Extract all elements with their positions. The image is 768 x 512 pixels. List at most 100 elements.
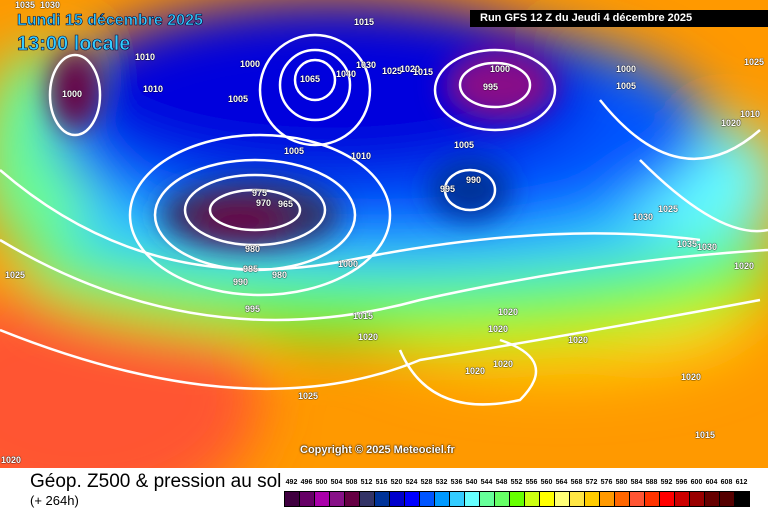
isobar-label: 1020 bbox=[734, 261, 755, 271]
isobar-label: 1005 bbox=[454, 140, 475, 150]
isobar-label: 1025 bbox=[382, 66, 403, 76]
isobar-label: 1035 bbox=[15, 0, 36, 10]
legend-swatch bbox=[689, 491, 705, 507]
legend-swatch bbox=[629, 491, 645, 507]
legend-swatch bbox=[704, 491, 720, 507]
legend-value: 496 bbox=[300, 479, 313, 486]
legend-value: 548 bbox=[495, 479, 508, 486]
legend-swatch bbox=[674, 491, 690, 507]
legend-value: 608 bbox=[720, 479, 733, 486]
legend-swatch bbox=[464, 491, 480, 507]
isobar-label: 1020 bbox=[465, 366, 486, 376]
legend-swatch bbox=[569, 491, 585, 507]
legend-swatch bbox=[284, 491, 300, 507]
legend-swatch bbox=[719, 491, 735, 507]
legend-swatch bbox=[374, 491, 390, 507]
legend-value: 604 bbox=[705, 479, 718, 486]
legend-swatch bbox=[539, 491, 555, 507]
legend-value: 596 bbox=[675, 479, 688, 486]
isobar-label: 1000 bbox=[338, 259, 359, 269]
legend-value: 532 bbox=[435, 479, 448, 486]
legend-value: 580 bbox=[615, 479, 628, 486]
isobar-label: 1020 bbox=[1, 455, 22, 465]
isobar-label: 1015 bbox=[354, 17, 375, 27]
legend-value: 600 bbox=[690, 479, 703, 486]
isobar-label: 1030 bbox=[633, 212, 654, 222]
isobar-label: 1005 bbox=[228, 94, 249, 104]
isobar-label: 1000 bbox=[62, 89, 83, 99]
isobar-label: 995 bbox=[440, 184, 456, 194]
legend-value: 516 bbox=[375, 479, 388, 486]
isobar-label: 1010 bbox=[143, 84, 164, 94]
isobar-label: 1065 bbox=[300, 74, 321, 84]
legend-swatch bbox=[479, 491, 495, 507]
isobar-label: 1015 bbox=[413, 67, 434, 77]
legend-value: 536 bbox=[450, 479, 463, 486]
isobar-label: 1015 bbox=[353, 311, 374, 321]
isobar-label: 1005 bbox=[616, 81, 637, 91]
legend-value: 512 bbox=[360, 479, 373, 486]
isobar-label: 1030 bbox=[697, 242, 718, 252]
isobar-label: 1010 bbox=[135, 52, 156, 62]
legend-value: 568 bbox=[570, 479, 583, 486]
weather-map: Lundi 15 décembre 2025 13:00 locale Run … bbox=[0, 0, 768, 468]
isobar-label: 1020 bbox=[358, 332, 379, 342]
isobar-label: 1040 bbox=[336, 69, 357, 79]
isobar-label: 1000 bbox=[490, 64, 511, 74]
legend-swatch bbox=[434, 491, 450, 507]
legend-value: 572 bbox=[585, 479, 598, 486]
legend-swatch bbox=[404, 491, 420, 507]
isobar-label: 1000 bbox=[240, 59, 261, 69]
isobar-label: 1000 bbox=[616, 64, 637, 74]
legend-swatch bbox=[584, 491, 600, 507]
run-info: Run GFS 12 Z du Jeudi 4 décembre 2025 bbox=[470, 10, 768, 27]
legend-value: 500 bbox=[315, 479, 328, 486]
isobar-label: 980 bbox=[272, 270, 288, 280]
legend-value: 584 bbox=[630, 479, 643, 486]
legend-swatch bbox=[419, 491, 435, 507]
legend-value: 524 bbox=[405, 479, 418, 486]
copyright: Copyright © 2025 Meteociel.fr bbox=[300, 444, 455, 456]
isobar-label: 1025 bbox=[744, 57, 765, 67]
forecast-time: 13:00 locale bbox=[17, 33, 131, 56]
isobar-label: 1025 bbox=[5, 270, 26, 280]
isobar-label: 985 bbox=[243, 264, 259, 274]
legend-swatch bbox=[344, 491, 360, 507]
isobars bbox=[0, 33, 768, 406]
isobar-label: 1020 bbox=[400, 64, 421, 74]
isobar-label: 990 bbox=[233, 277, 249, 287]
legend-value: 520 bbox=[390, 479, 403, 486]
isobar-label: 1020 bbox=[681, 372, 702, 382]
isobar-label: 1030 bbox=[40, 0, 61, 10]
legend-value: 556 bbox=[525, 479, 538, 486]
isobar-label: 1035 bbox=[677, 239, 698, 249]
legend-swatch bbox=[524, 491, 540, 507]
legend-swatch bbox=[509, 491, 525, 507]
legend-swatch bbox=[614, 491, 630, 507]
legend-swatch bbox=[329, 491, 345, 507]
isobar-label: 1030 bbox=[356, 60, 377, 70]
isobar-label: 1010 bbox=[351, 151, 372, 161]
legend-value: 508 bbox=[345, 479, 358, 486]
legend-swatch bbox=[359, 491, 375, 507]
legend-swatch bbox=[494, 491, 510, 507]
isobar-label: 1025 bbox=[658, 204, 679, 214]
legend-value: 528 bbox=[420, 479, 433, 486]
legend-value: 564 bbox=[555, 479, 568, 486]
legend-value: 504 bbox=[330, 479, 343, 486]
isobar-label: 980 bbox=[245, 244, 261, 254]
map-title: Géop. Z500 & pression au sol bbox=[30, 471, 282, 492]
isobar-label: 995 bbox=[483, 82, 499, 92]
legend-swatch bbox=[449, 491, 465, 507]
legend-swatch bbox=[734, 491, 750, 507]
isobar-label: 1020 bbox=[493, 359, 514, 369]
isobar-label: 1005 bbox=[284, 146, 305, 156]
isobar-label: 995 bbox=[245, 304, 261, 314]
isobar-label: 965 bbox=[278, 199, 294, 209]
isobar-label: 1020 bbox=[498, 307, 519, 317]
legend-swatch bbox=[389, 491, 405, 507]
isobar-label: 1020 bbox=[721, 118, 742, 128]
legend-value: 560 bbox=[540, 479, 553, 486]
legend-swatch bbox=[659, 491, 675, 507]
legend-value: 588 bbox=[645, 479, 658, 486]
